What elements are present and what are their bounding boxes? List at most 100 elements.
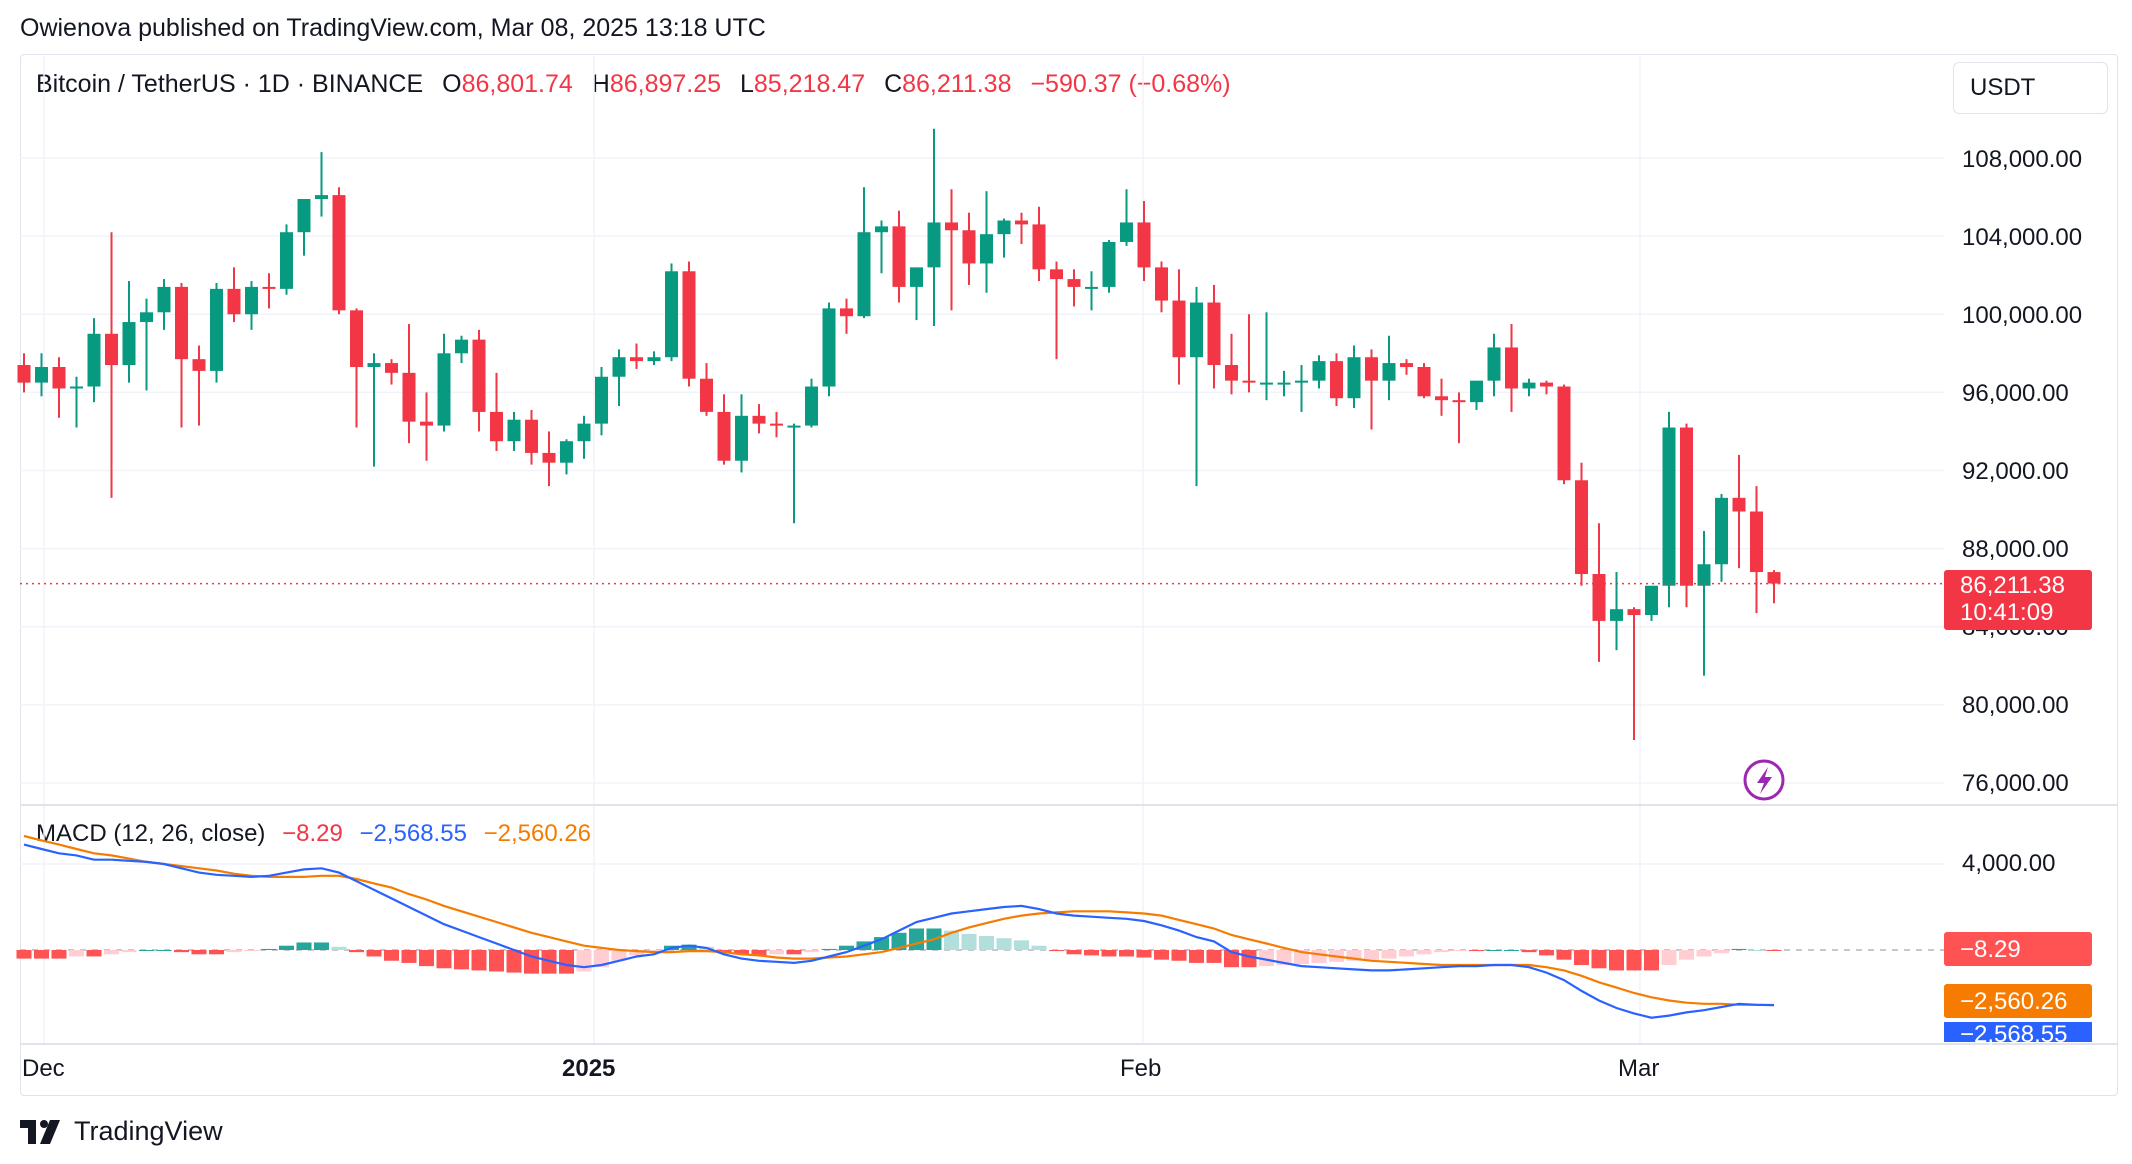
candle-body [612, 357, 626, 377]
macd-histogram-bar [1521, 950, 1537, 953]
symbol-title[interactable]: Bitcoin / TetherUS · 1D · BINANCE [36, 70, 424, 98]
macd-histogram-bar [1766, 950, 1782, 951]
macd-histogram-bar [909, 928, 924, 950]
candle-body [1260, 382, 1273, 385]
candle-body [140, 312, 153, 323]
macd-histogram-bar [121, 950, 137, 953]
macd-histogram-bar [996, 938, 1012, 950]
macd-signal-tag-value: −2,560.26 [1960, 988, 2067, 1015]
candle-body [1540, 382, 1553, 387]
macd-histogram-bar [1154, 950, 1169, 960]
candle-body [245, 286, 258, 315]
macd-histogram-bar [1451, 950, 1467, 952]
macd-histogram-bar [1661, 950, 1677, 966]
macd-histogram-bar [174, 950, 189, 953]
macd-histogram-bar [786, 950, 802, 955]
macd-histogram-bar [1259, 950, 1274, 967]
open-key: O [442, 70, 462, 98]
candle-body [927, 222, 941, 268]
tradingview-logo[interactable]: TradingView [20, 1116, 223, 1147]
candle-body [682, 271, 696, 379]
macd-histogram-bar [349, 950, 364, 953]
candle-body [665, 271, 678, 358]
candle-body [332, 195, 346, 311]
candle-body [857, 232, 871, 317]
macd-histogram-bar [1381, 950, 1397, 959]
macd-histogram-bar [1556, 950, 1572, 960]
candle-body [437, 353, 451, 426]
macd-hist-tag-value: −8.29 [1960, 936, 2021, 963]
candle-body [1750, 511, 1763, 573]
price-tick: 80,000.00 [1962, 692, 2069, 719]
macd-histogram-bar [734, 950, 749, 955]
candle-body [875, 226, 888, 233]
macd-histogram-bar [1136, 950, 1152, 958]
candle-body [1102, 241, 1116, 287]
macd-histogram-bar [314, 942, 329, 950]
macd-line-value: −2,568.55 [359, 820, 467, 847]
macd-histogram-bar [506, 950, 522, 973]
macd-histogram-bar [244, 950, 259, 952]
candle-body [1610, 609, 1623, 621]
candle-body [1627, 609, 1641, 616]
macd-histogram-bar [1609, 950, 1624, 971]
macd-histogram-bar [961, 933, 977, 950]
price-tick: 108,000.00 [1962, 146, 2082, 173]
candle-body [1207, 302, 1221, 366]
macd-histogram-bar [1749, 950, 1764, 951]
candle-body [1295, 380, 1308, 383]
macd-histogram-bar [86, 950, 102, 957]
candle-body [350, 310, 363, 367]
macd-lines [23, 834, 1775, 1019]
price-tick: 88,000.00 [1962, 536, 2069, 563]
macd-histogram-bar [69, 950, 84, 957]
symbol-legend: Bitcoin / TetherUS · 1D · BINANCE O86,80… [36, 70, 1243, 99]
macd-histogram-bar [804, 950, 819, 953]
candle-body [1645, 585, 1658, 616]
macd-histogram-bar [1469, 950, 1484, 952]
candle-body [1085, 286, 1098, 289]
candle-body [210, 288, 223, 371]
macd-histogram-bar [891, 932, 907, 950]
high-key: H [591, 70, 610, 98]
macd-histogram-bar [594, 950, 609, 968]
candle-body [1522, 382, 1536, 389]
candle-body [630, 357, 643, 362]
candle-body [105, 333, 118, 366]
macd-histogram-bar [1119, 950, 1134, 957]
candle-body [735, 415, 748, 461]
price-tick: 100,000.00 [1962, 302, 2082, 329]
macd-histogram-bar [104, 950, 119, 955]
macd-histogram-bar [1626, 950, 1642, 971]
change-value: −590.37 (−0.68%) [1030, 70, 1231, 98]
macd-histogram-bar [1539, 950, 1554, 956]
candle-body [910, 267, 923, 287]
macd-legend: MACD (12, 26, close) −8.29 −2,568.55 −2,… [36, 820, 591, 848]
candle-body [805, 386, 818, 426]
low-key: L [739, 70, 754, 98]
macd-histogram-bar [1679, 950, 1694, 960]
candle-body [1505, 347, 1518, 389]
lightning-icon[interactable] [1743, 759, 1785, 801]
time-tick-feb: Feb [1120, 1055, 1161, 1082]
chart-frame [20, 54, 2118, 1096]
macd-histogram-bar [611, 950, 627, 961]
candle-body [455, 339, 468, 354]
macd-histogram-bar [1399, 950, 1414, 957]
candle-body [1400, 363, 1413, 367]
candle-body [1557, 386, 1571, 481]
candle-body [1242, 380, 1256, 383]
macd-histogram-bar [681, 944, 697, 950]
candle-body [1225, 365, 1238, 381]
macd-histogram-bar [1224, 950, 1239, 968]
currency-selector[interactable]: USDT [1953, 62, 2108, 114]
candle-body [1172, 300, 1186, 358]
candle-body [787, 425, 801, 428]
macd-histogram-bar [751, 950, 767, 956]
candle-body [490, 411, 503, 442]
macd-histogram-bar [261, 948, 277, 950]
macd-histogram-bar [471, 950, 487, 971]
tradingview-logo-text: TradingView [74, 1116, 223, 1146]
macd-indicator-name[interactable]: MACD (12, 26, close) [36, 820, 266, 847]
